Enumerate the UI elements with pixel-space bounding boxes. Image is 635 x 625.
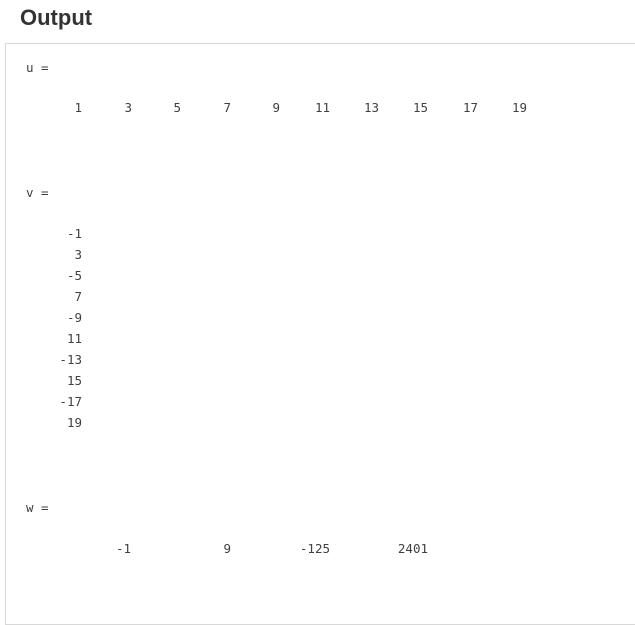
w-value: -1 [115,541,131,556]
v-value: -13 [59,352,82,367]
u-value: 11 [314,100,330,115]
v-value: -5 [66,268,82,283]
w-value: 9 [223,541,231,556]
output-heading: Output [20,5,93,30]
u-value: 9 [272,100,280,115]
v-value: 19 [66,415,82,430]
w-value: -125 [299,541,330,556]
v-value: 11 [66,331,82,346]
var-v-label: v = [26,185,49,200]
var-u-label: u = [26,60,49,75]
u-value: 5 [173,100,181,115]
v-value: 3 [74,247,82,262]
u-value: 13 [363,100,379,115]
u-value: 3 [124,100,132,115]
u-value: 19 [511,100,527,115]
w-value: 2401 [397,541,428,556]
output-panel [5,43,635,625]
u-value: 15 [412,100,428,115]
v-value: 15 [66,373,82,388]
u-value: 17 [462,100,478,115]
v-value: -1 [66,226,82,241]
v-value: -17 [59,394,82,409]
u-value: 1 [74,100,82,115]
var-w-label: w = [26,500,49,515]
v-value: -9 [66,310,82,325]
u-value: 7 [223,100,231,115]
v-value: 7 [74,289,82,304]
